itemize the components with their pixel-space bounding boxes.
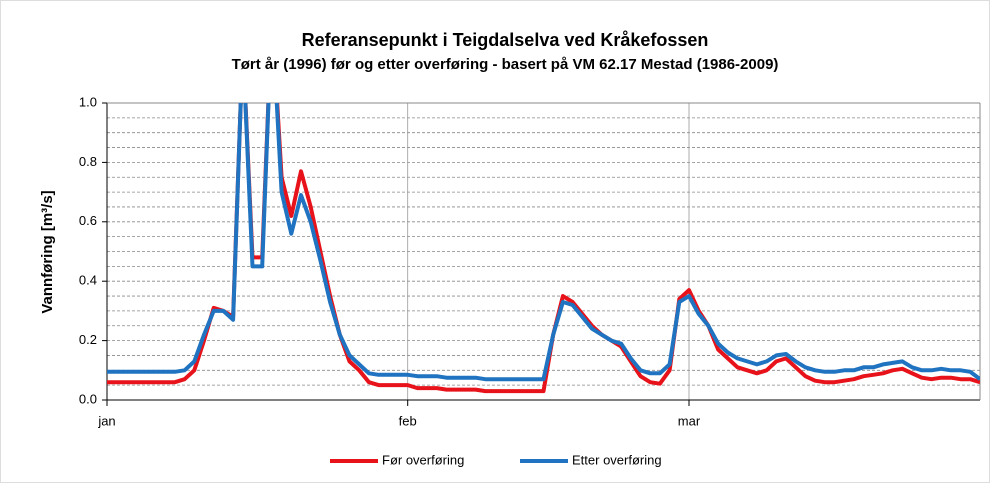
legend-label: Før overføring <box>382 452 464 467</box>
series-group <box>107 103 980 394</box>
y-tick-label: 0.2 <box>79 332 97 347</box>
y-tick-label: 1.0 <box>79 94 97 109</box>
x-tick-label: mar <box>678 413 701 428</box>
y-tick-label: 0.4 <box>79 273 97 288</box>
x-tick-label: feb <box>399 413 417 428</box>
data-line <box>107 103 980 382</box>
chart-subtitle: Tørt år (1996) før og etter overføring -… <box>232 56 779 73</box>
y-axis-label: Vannføring [m³/s] <box>39 190 56 313</box>
chart-title: Referansepunkt i Teigdalselva ved Kråkef… <box>302 30 709 50</box>
y-tick-label: 0.6 <box>79 213 97 228</box>
y-tick-label: 0.0 <box>79 391 97 406</box>
x-tick-label: jan <box>97 413 115 428</box>
legend-label: Etter overføring <box>572 452 662 467</box>
y-tick-label: 0.8 <box>79 154 97 169</box>
